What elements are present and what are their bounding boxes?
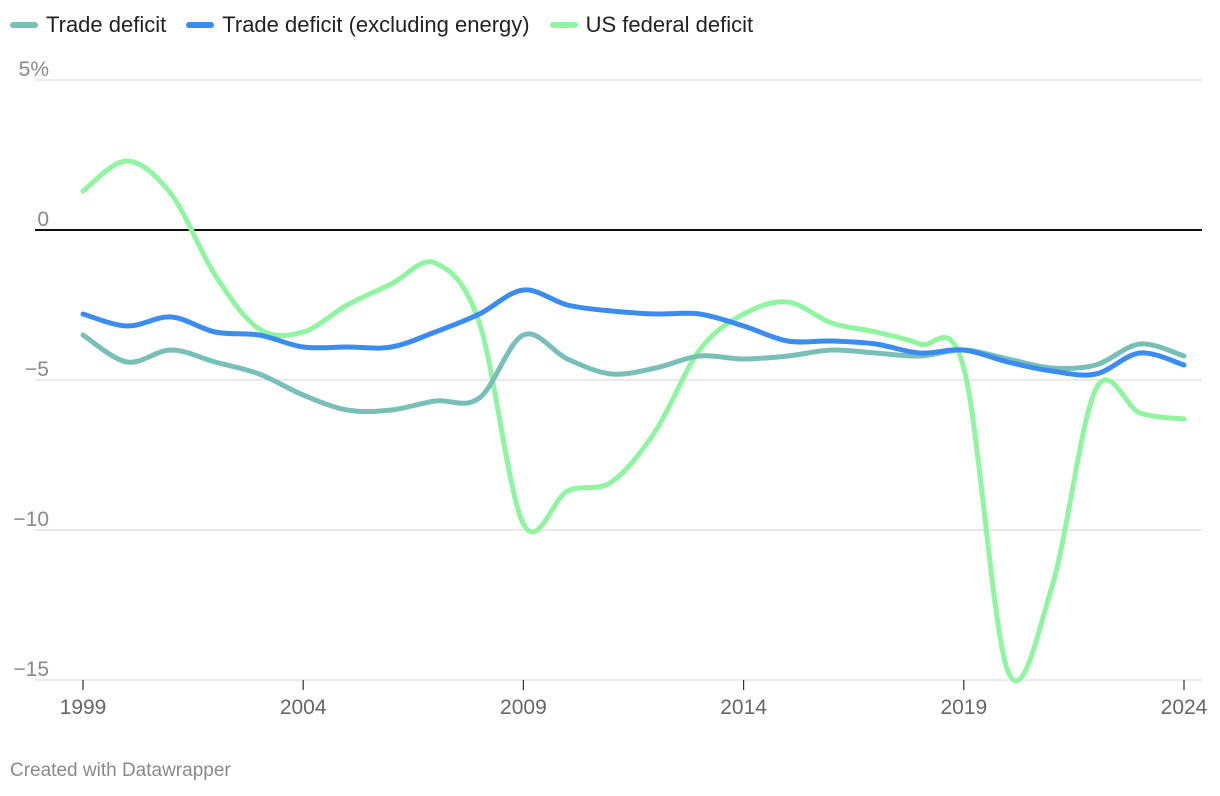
legend-item-federal-deficit[interactable]: US federal deficit — [549, 12, 754, 38]
x-tick-label: 2009 — [500, 696, 547, 719]
x-tick-label: 2019 — [940, 696, 987, 719]
legend: Trade deficit Trade deficit (excluding e… — [10, 12, 753, 38]
legend-label-trade-deficit-ex-energy: Trade deficit (excluding energy) — [222, 12, 530, 37]
x-tick-label: 2004 — [280, 696, 327, 719]
legend-label-trade-deficit: Trade deficit — [46, 12, 167, 37]
y-axis: 5% 0 −5 −10 −15 — [13, 58, 49, 681]
legend-swatch-federal-deficit — [549, 22, 578, 28]
y-tick-label: −15 — [13, 658, 49, 681]
y-tick-label: 5% — [19, 58, 49, 81]
legend-label-federal-deficit: US federal deficit — [585, 12, 754, 37]
grid-lines — [35, 79, 1202, 681]
series-line-trade-deficit-ex-energy[interactable] — [80, 287, 1187, 378]
legend-swatch-trade-deficit — [10, 22, 38, 28]
y-tick-label: −5 — [25, 358, 49, 381]
x-tick-label: 1999 — [60, 696, 107, 719]
x-tick-label: 2014 — [720, 696, 767, 719]
series-line-trade-deficit[interactable] — [80, 331, 1187, 414]
legend-swatch-trade-deficit-ex-energy — [186, 22, 215, 28]
line-chart: 5% 0 −5 −10 −15 1999 2004 2009 2014 2019 2024 — [13, 58, 1208, 719]
series-line-federal-deficit[interactable] — [80, 158, 1187, 684]
legend-item-trade-deficit[interactable]: Trade deficit — [10, 12, 166, 38]
x-tick-label: 2024 — [1161, 696, 1208, 719]
y-tick-label: −10 — [13, 508, 49, 531]
y-tick-label: 0 — [37, 208, 49, 231]
footer-credit: Created with Datawrapper — [10, 760, 231, 781]
series-lines — [80, 158, 1187, 684]
x-axis: 1999 2004 2009 2014 2019 2024 — [60, 680, 1208, 719]
legend-item-trade-deficit-ex-energy[interactable]: Trade deficit (excluding energy) — [186, 12, 530, 38]
